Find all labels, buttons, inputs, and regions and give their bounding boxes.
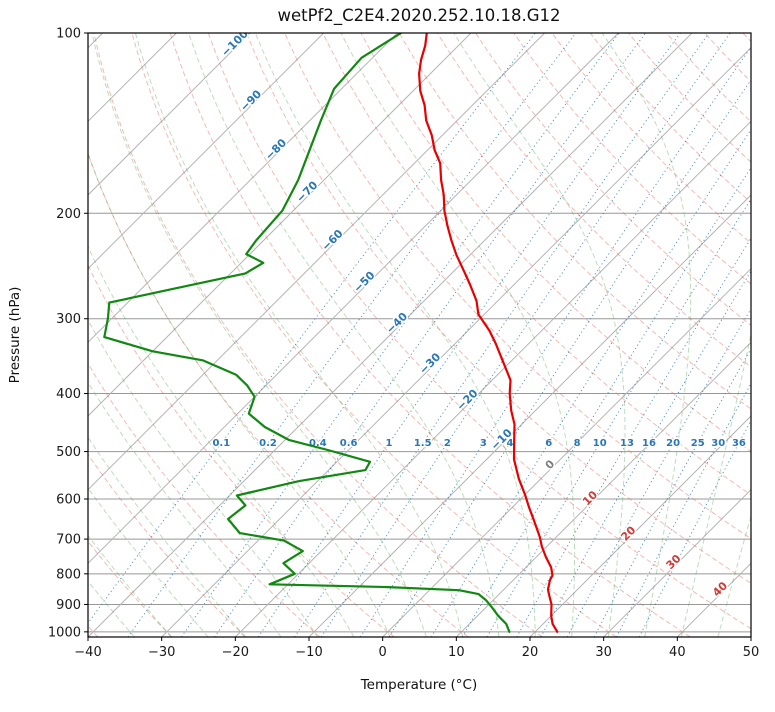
mixing-ratio-label: 16 xyxy=(642,438,656,449)
mixing-ratio-label: 0.1 xyxy=(212,438,230,449)
x-tick-label: 50 xyxy=(743,645,760,660)
y-tick-label: 400 xyxy=(56,387,81,402)
x-tick-label: 20 xyxy=(522,645,539,660)
mixing-ratio-label: 8 xyxy=(574,438,581,449)
y-tick-label: 700 xyxy=(56,533,81,548)
x-tick-label: −20 xyxy=(222,645,249,660)
x-tick-label: −40 xyxy=(74,645,101,660)
mixing-ratio-label: 30 xyxy=(711,438,725,449)
x-tick-label: 30 xyxy=(595,645,612,660)
mixing-ratio-label: 2 xyxy=(444,438,451,449)
y-tick-label: 900 xyxy=(56,598,81,613)
x-tick-label: 10 xyxy=(448,645,465,660)
y-tick-label: 500 xyxy=(56,445,81,460)
x-tick-label: −30 xyxy=(148,645,175,660)
mixing-ratio-label: 3 xyxy=(480,438,487,449)
y-tick-label: 200 xyxy=(56,207,81,222)
y-tick-label: 300 xyxy=(56,312,81,327)
x-axis-title: Temperature (°C) xyxy=(360,677,478,693)
mixing-ratio-label: 4 xyxy=(507,438,514,449)
x-tick-label: 0 xyxy=(379,645,387,660)
y-tick-label: 1000 xyxy=(48,625,81,640)
x-tick-label: −10 xyxy=(295,645,322,660)
mixing-ratio-label: 25 xyxy=(691,438,705,449)
y-tick-label: 600 xyxy=(56,492,81,507)
y-tick-label: 800 xyxy=(56,567,81,582)
mixing-ratio-label: 1 xyxy=(386,438,393,449)
chart-title: wetPf2_C2E4.2020.252.10.18.G12 xyxy=(277,6,560,26)
mixing-ratio-label: 6 xyxy=(545,438,552,449)
mixing-ratio-label: 36 xyxy=(732,438,746,449)
mixing-ratio-label: 10 xyxy=(593,438,607,449)
mixing-ratio-label: 0.2 xyxy=(259,438,277,449)
mixing-ratio-label: 20 xyxy=(666,438,680,449)
mixing-ratio-label: 0.6 xyxy=(340,438,358,449)
mixing-ratio-label: 13 xyxy=(620,438,634,449)
mixing-ratio-label: 1.5 xyxy=(414,438,432,449)
x-tick-label: 40 xyxy=(669,645,686,660)
y-axis-title: Pressure (hPa) xyxy=(7,287,23,384)
y-tick-label: 100 xyxy=(56,27,81,42)
